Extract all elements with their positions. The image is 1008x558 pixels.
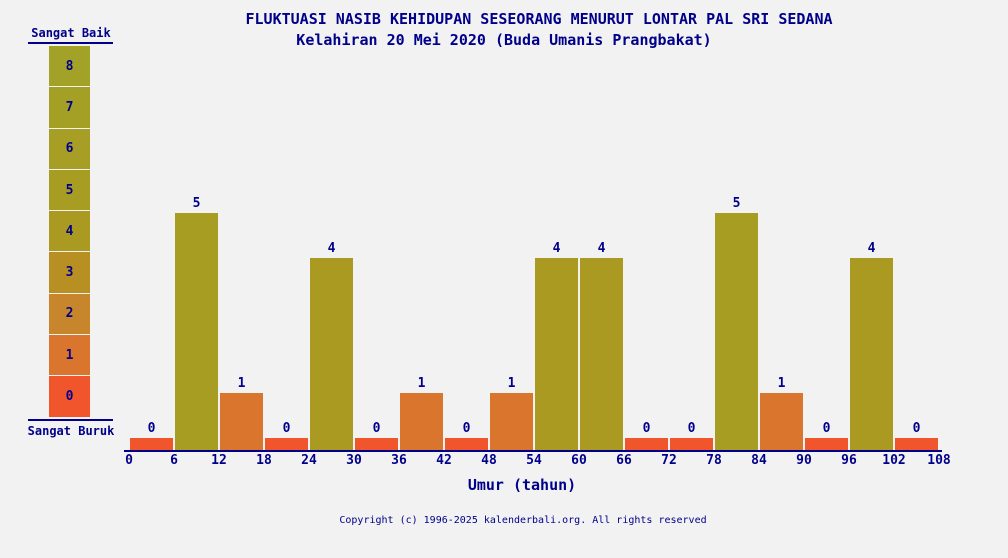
x-tick-label-72: 72 <box>661 453 677 468</box>
legend-scale: 8 7 6 5 4 3 2 1 0 <box>49 46 90 418</box>
x-tick-label-42: 42 <box>436 453 452 468</box>
bar-age-60-66 <box>580 258 623 450</box>
legend-best-label: Sangat Baik <box>31 26 111 40</box>
legend-bottom-rule <box>28 419 113 421</box>
bar-value-label: 5 <box>192 196 201 211</box>
legend-cell-5: 5 <box>49 169 90 211</box>
bar-value-label: 0 <box>642 421 651 436</box>
legend-cell-2: 2 <box>49 293 90 335</box>
bar-value-label: 0 <box>462 421 471 436</box>
bar-value-label: 4 <box>867 241 876 256</box>
x-tick-label-108: 108 <box>927 453 951 468</box>
bar-value-label: 0 <box>282 421 291 436</box>
legend-cell-4: 4 <box>49 211 90 252</box>
legend-cell-value: 5 <box>65 182 74 198</box>
x-tick-label-54: 54 <box>526 453 542 468</box>
chart-subtitle: Kelahiran 20 Mei 2020 (Buda Umanis Prang… <box>296 31 712 49</box>
legend-cell-value: 2 <box>65 306 74 322</box>
x-tick-label-90: 90 <box>796 453 812 468</box>
x-tick-label-18: 18 <box>256 453 272 468</box>
legend-cell-8: 8 <box>49 46 90 87</box>
bar-age-18-24 <box>265 438 308 450</box>
bar-value-label: 1 <box>237 376 246 391</box>
bar-age-54-60 <box>535 258 578 450</box>
bar-value-label: 0 <box>687 421 696 436</box>
bar-age-12-18 <box>220 393 263 450</box>
x-tick-label-12: 12 <box>211 453 227 468</box>
legend-cell-value: 4 <box>65 223 74 239</box>
x-tick-label-30: 30 <box>346 453 362 468</box>
bar-value-label: 4 <box>597 241 606 256</box>
x-tick-label-84: 84 <box>751 453 767 468</box>
bar-age-6-12 <box>175 213 218 450</box>
bar-value-label: 1 <box>417 376 426 391</box>
bar-value-label: 4 <box>327 241 336 256</box>
bar-age-102-108 <box>895 438 938 450</box>
x-tick-label-78: 78 <box>706 453 722 468</box>
legend-cell-7: 7 <box>49 87 90 128</box>
bar-age-0-6 <box>130 438 173 450</box>
legend-cell-3: 3 <box>49 252 90 293</box>
bar-age-36-42 <box>400 393 443 450</box>
bar-value-label: 0 <box>912 421 921 436</box>
bar-age-48-54 <box>490 393 533 450</box>
legend-worst-label: Sangat Buruk <box>27 424 115 438</box>
legend-cell-value: 3 <box>65 265 74 281</box>
bar-age-66-72 <box>625 438 668 450</box>
legend-cell-value: 1 <box>65 347 74 363</box>
bar-value-label: 1 <box>507 376 516 391</box>
x-tick-label-0: 0 <box>125 453 133 468</box>
chart-title: FLUKTUASI NASIB KEHIDUPAN SESEORANG MENU… <box>245 10 833 28</box>
x-tick-label-60: 60 <box>571 453 587 468</box>
x-tick-label-24: 24 <box>301 453 317 468</box>
bar-age-42-48 <box>445 438 488 450</box>
bar-age-72-78 <box>670 438 713 450</box>
x-tick-label-36: 36 <box>391 453 407 468</box>
bar-value-label: 4 <box>552 241 561 256</box>
x-axis-title: Umur (tahun) <box>467 476 577 494</box>
x-tick-label-6: 6 <box>170 453 178 468</box>
x-tick-label-66: 66 <box>616 453 632 468</box>
x-tick-label-102: 102 <box>882 453 906 468</box>
x-tick-label-96: 96 <box>841 453 857 468</box>
bar-age-30-36 <box>355 438 398 450</box>
legend-cell-value: 7 <box>65 99 74 115</box>
legend-cell-1: 1 <box>49 335 90 376</box>
bar-value-label: 5 <box>732 196 741 211</box>
legend-top-rule <box>28 42 113 44</box>
legend-cell-0: 0 <box>49 376 90 417</box>
legend-cell-6: 6 <box>49 128 90 169</box>
bar-value-label: 0 <box>822 421 831 436</box>
bar-age-78-84 <box>715 213 758 450</box>
bar-age-90-96 <box>805 438 848 450</box>
bar-age-96-102 <box>850 258 893 450</box>
copyright-text: Copyright (c) 1996-2025 kalenderbali.org… <box>339 515 707 526</box>
bar-value-label: 0 <box>372 421 381 436</box>
legend-cell-value: 8 <box>65 58 74 74</box>
legend-cell-value: 6 <box>65 141 74 157</box>
bar-value-label: 1 <box>777 376 786 391</box>
bar-value-label: 0 <box>147 421 156 436</box>
x-axis-line <box>124 450 942 452</box>
legend-cell-value: 0 <box>65 389 74 405</box>
x-tick-label-48: 48 <box>481 453 497 468</box>
bar-age-24-30 <box>310 258 353 450</box>
bar-age-84-90 <box>760 393 803 450</box>
